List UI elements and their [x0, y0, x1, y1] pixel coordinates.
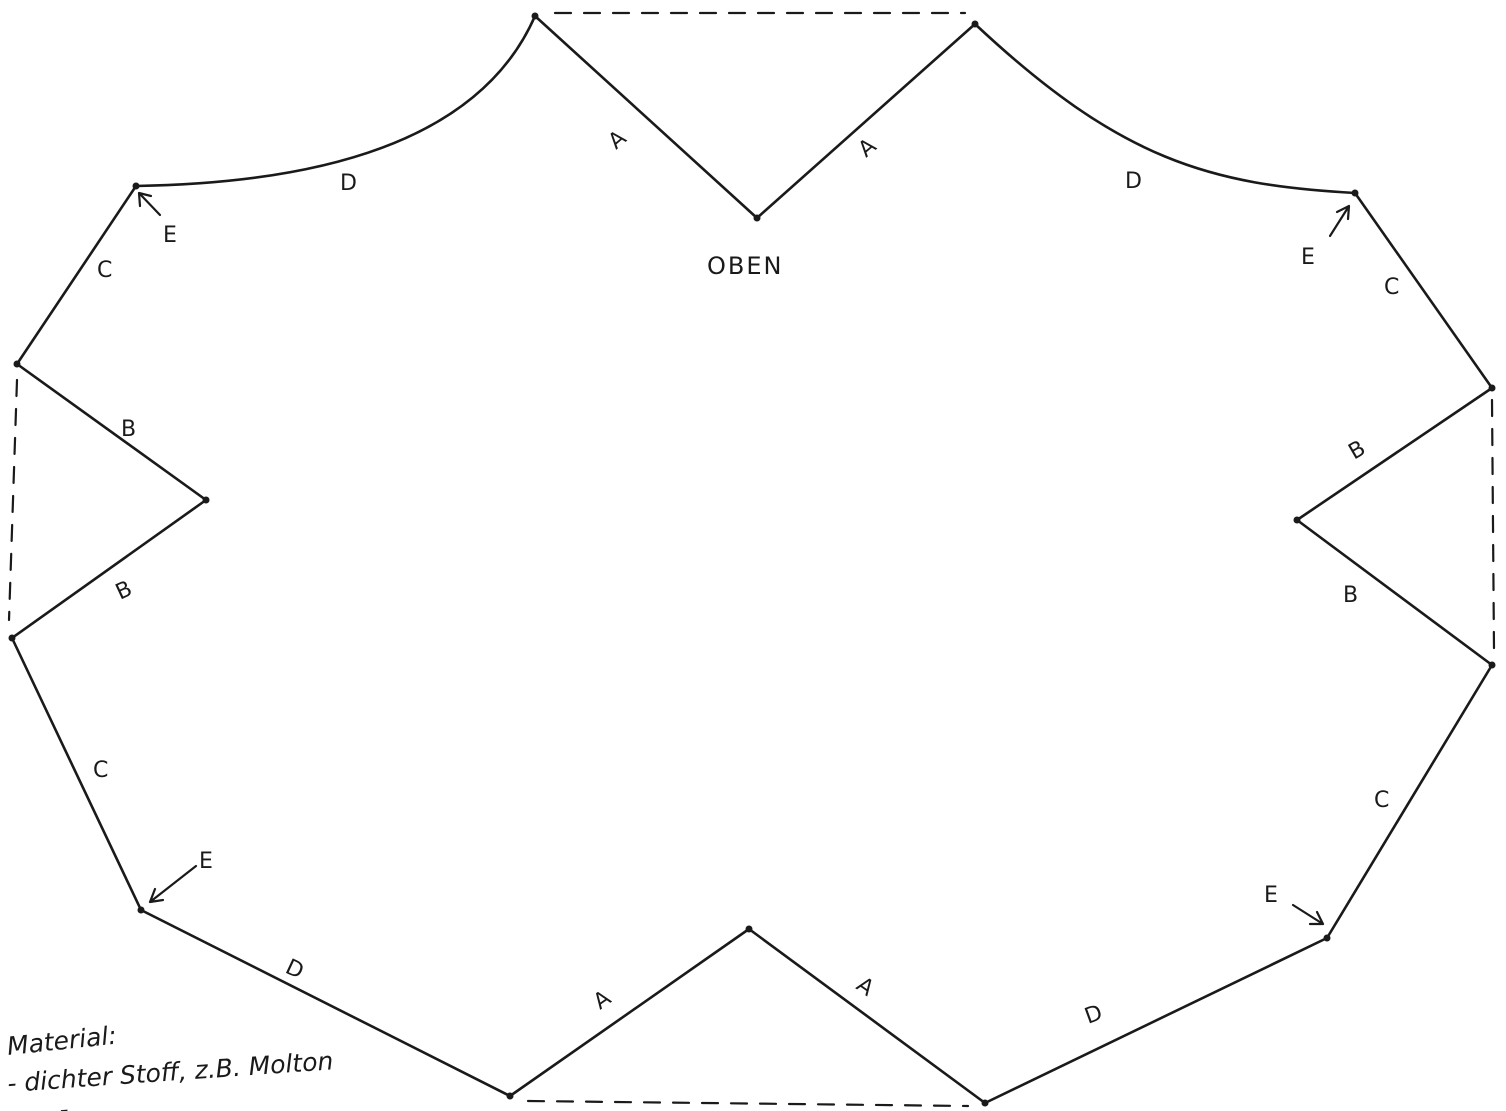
edge-label-c-top-left: C [97, 258, 112, 283]
edge-label-d-bottom-left: D [281, 955, 307, 985]
arrow-e-top-left [137, 191, 162, 217]
top-label-oben: OBEN [707, 252, 783, 280]
edge-label-e-bottom-left: E [199, 849, 213, 874]
edge-label-e-top-left: E [163, 223, 177, 248]
corner-dots [8, 12, 1496, 1107]
edge-label-b-left-upper: B [121, 417, 136, 442]
notes-heading: Material: [6, 1021, 118, 1061]
edge-label-b-right-upper: B [1345, 436, 1371, 465]
edge-label-a-top-left: A [604, 126, 632, 155]
edge-label-d-bottom-right: D [1082, 1000, 1106, 1029]
arrow-e-bottom-left [148, 864, 198, 904]
edge-label-c-top-right: C [1384, 275, 1399, 300]
fold-line-bottom [526, 1099, 970, 1108]
edge-label-e-top-right: E [1301, 245, 1315, 270]
pattern-outline [10, 14, 1494, 1105]
arrow-e-top-right [1328, 204, 1351, 238]
fold-line-right [1490, 398, 1496, 652]
edge-label-a-bottom-left: A [589, 986, 616, 1015]
notes-line-2: - ... [58, 1092, 101, 1111]
edge-label-a-bottom-right: A [852, 972, 879, 1001]
edge-label-d-top-right: D [1125, 169, 1142, 194]
edge-label-c-bottom-left: C [93, 758, 108, 783]
arrow-e-bottom-right [1291, 903, 1325, 926]
edge-label-e-bottom-right: E [1264, 883, 1278, 908]
fold-line-left [7, 378, 19, 622]
edge-label-a-top-right: A [854, 134, 882, 163]
edge-label-b-right-lower: B [1343, 583, 1358, 608]
edge-label-b-left-lower: B [112, 576, 136, 605]
edge-label-c-bottom-right: C [1374, 788, 1389, 813]
edge-label-d-top-left: D [340, 171, 357, 196]
